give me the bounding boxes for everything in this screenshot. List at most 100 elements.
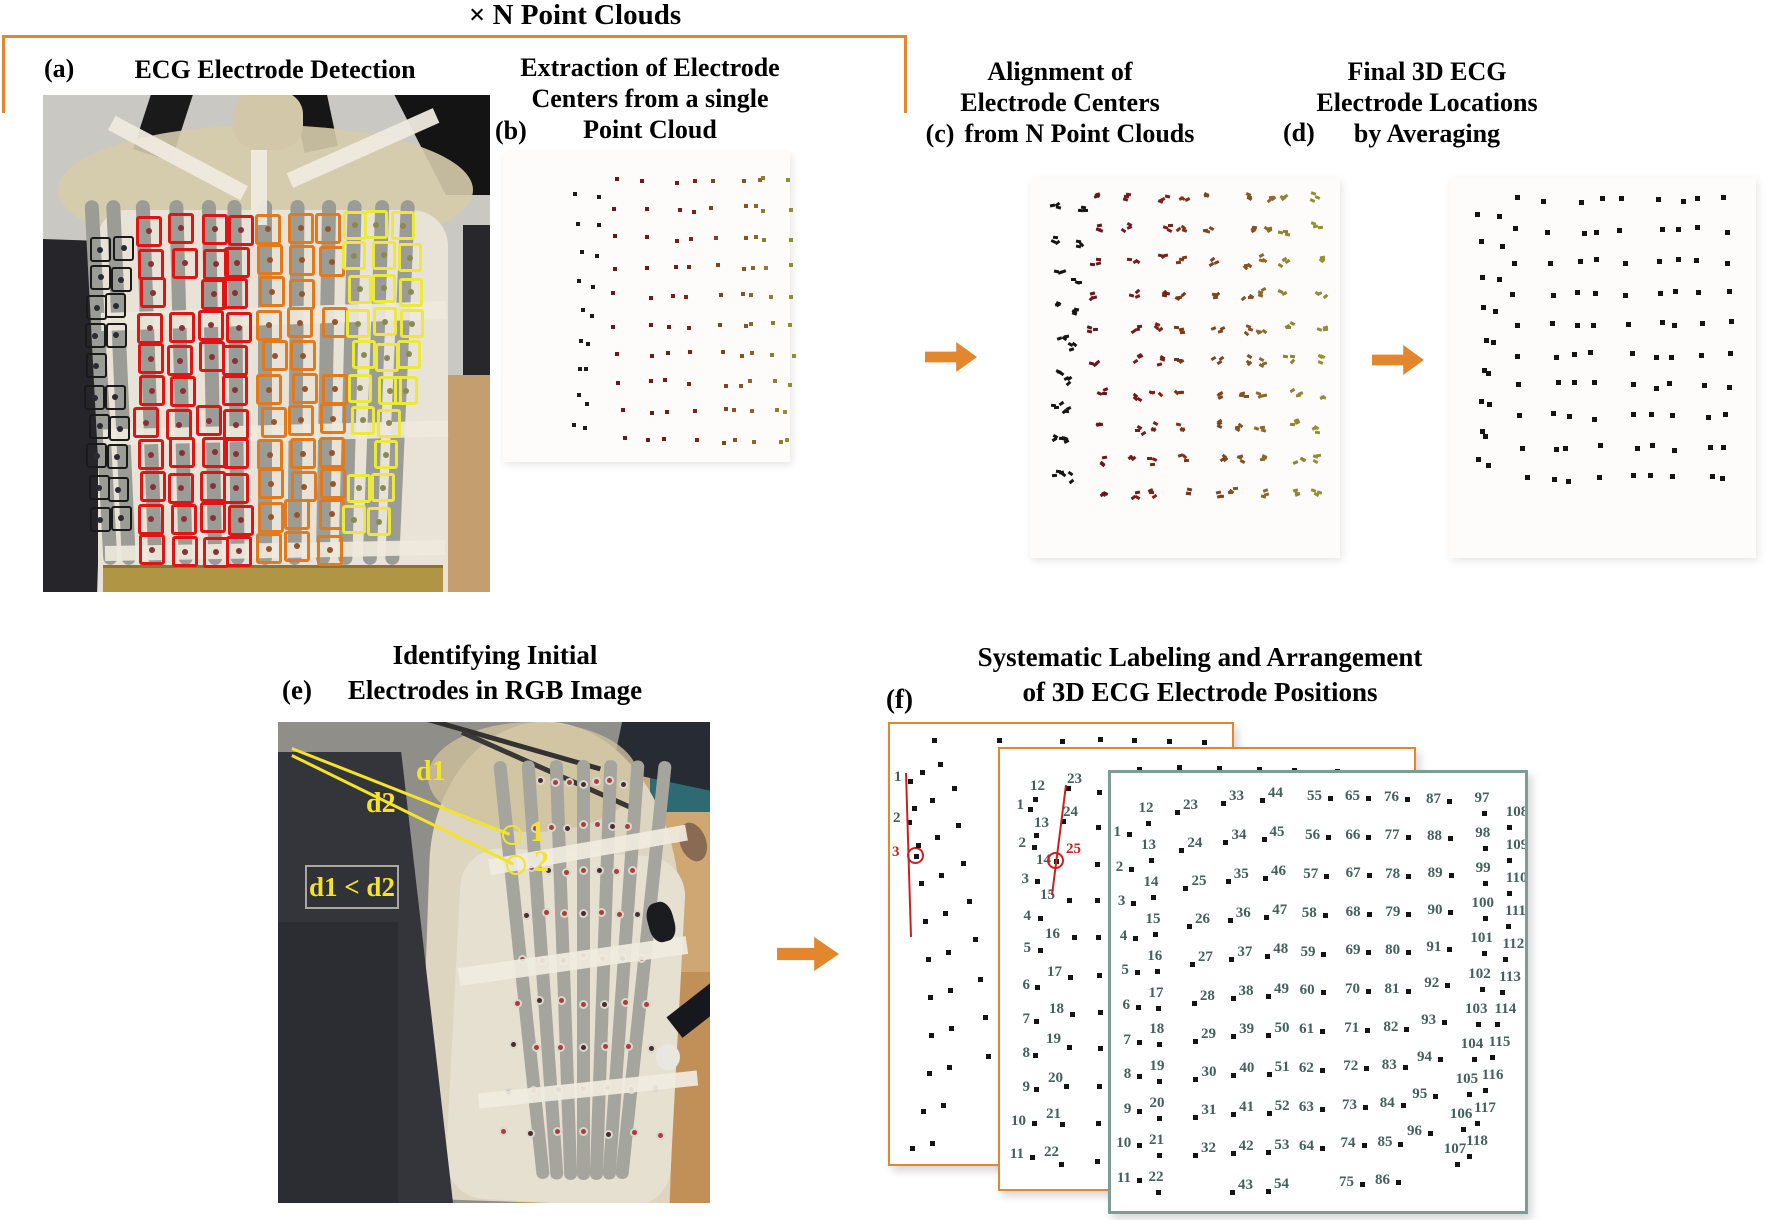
point-dot <box>1137 1108 1143 1114</box>
electrode-circle-2 <box>506 855 526 875</box>
point-dot <box>1179 848 1185 854</box>
panel-d-title-line-2: Electrode Locations <box>1316 88 1538 117</box>
point-dot <box>1129 866 1135 872</box>
point-dot <box>664 410 669 415</box>
point-dot <box>644 266 649 271</box>
point-dot <box>1400 1103 1406 1109</box>
label-point-1: 1 <box>530 815 545 848</box>
point-dot <box>1500 989 1505 995</box>
point-dot <box>770 353 775 358</box>
electrode-dot <box>324 225 331 232</box>
detection-box <box>197 309 224 341</box>
point-dot <box>1402 1065 1408 1071</box>
point-dot <box>583 425 588 430</box>
point-dot <box>1148 857 1154 863</box>
point-dot <box>1545 230 1551 236</box>
electrode-dot <box>96 423 103 430</box>
point-dot <box>1366 950 1372 956</box>
electrode-number-label: 117 <box>1474 1100 1496 1117</box>
electrode-dot <box>543 910 549 916</box>
point-cluster <box>1175 422 1181 427</box>
point-dot <box>1481 304 1487 310</box>
point-cluster <box>1101 391 1107 396</box>
electrode-dot <box>603 1043 609 1049</box>
point-dot <box>1035 985 1040 990</box>
point-dot <box>1667 380 1673 386</box>
point-dot <box>1034 1087 1039 1092</box>
point-dot <box>930 798 935 803</box>
point-dot <box>1668 354 1674 360</box>
electrode-dot <box>381 285 387 292</box>
electrode-dot <box>593 779 599 785</box>
panel-a-tag: (a) <box>44 54 75 83</box>
detection-box <box>202 436 229 468</box>
point-dot <box>1266 1189 1271 1194</box>
point-dot <box>763 265 768 270</box>
electrode-number-label: 2 <box>1115 858 1124 875</box>
point-dot <box>912 806 917 811</box>
detection-box <box>288 244 315 276</box>
point-dot <box>611 291 616 296</box>
point-cluster <box>1177 358 1183 362</box>
electrode-dot <box>538 777 544 783</box>
electrode-dot <box>112 394 119 401</box>
electrode-dot <box>232 357 239 364</box>
detection-box <box>85 353 107 379</box>
detection-box <box>290 471 317 503</box>
point-dot <box>1591 380 1597 386</box>
point-dot <box>949 1026 954 1031</box>
electrode-dot <box>613 869 619 875</box>
electrode-dot <box>265 545 272 552</box>
point-cluster <box>1167 227 1173 233</box>
electrode-dot <box>328 258 335 265</box>
electrode-dot <box>143 419 150 426</box>
point-dot <box>928 995 933 1000</box>
point-dot <box>1507 825 1512 830</box>
point-dot <box>1481 951 1487 957</box>
point-dot <box>577 367 582 372</box>
point-cluster <box>1180 330 1186 334</box>
point-dot <box>1260 798 1265 803</box>
point-dot <box>1060 1122 1065 1127</box>
point-cluster <box>1150 390 1156 395</box>
detection-box <box>372 273 396 303</box>
point-cluster <box>1093 327 1099 331</box>
point-dot <box>576 221 581 226</box>
point-dot <box>1442 1020 1448 1026</box>
point-cluster <box>1294 420 1300 425</box>
point-dot <box>580 307 585 312</box>
electrode-dot <box>210 514 217 521</box>
point-dot <box>1319 1107 1325 1113</box>
point-dot <box>615 352 620 357</box>
electrode-number-label: 18 <box>1149 1021 1165 1038</box>
electrode-dot <box>146 228 153 235</box>
electrode-dot <box>147 451 154 458</box>
point-dot <box>662 436 667 441</box>
point-dot <box>695 438 700 443</box>
electrode-dot <box>385 420 392 427</box>
detection-box <box>105 293 127 319</box>
point-dot <box>1264 915 1270 921</box>
electrode-number-label: 97 <box>1474 790 1490 806</box>
point-dot <box>1590 322 1596 328</box>
electrode-number-label: 33 <box>1229 788 1244 804</box>
point-dot <box>591 285 596 290</box>
detection-box <box>288 404 315 436</box>
point-dot <box>1475 212 1481 218</box>
point-dot <box>1499 244 1505 250</box>
point-dot <box>1032 1121 1037 1126</box>
point-dot <box>1631 473 1637 479</box>
electrode-number-label: 4 <box>1023 908 1032 924</box>
detection-box <box>287 307 314 338</box>
electrode-dot <box>380 484 387 491</box>
electrode-number-label: 12 <box>1030 778 1045 794</box>
point-dot <box>717 323 722 328</box>
point-dot <box>1551 292 1557 298</box>
photo-region-neck <box>233 95 303 150</box>
electrode-number-label: 41 <box>1239 1099 1255 1116</box>
electrode-dot <box>179 388 186 395</box>
point-dot <box>1223 839 1229 845</box>
electrode-number-label: 36 <box>1235 904 1251 921</box>
point-dot <box>1187 924 1193 930</box>
point-cluster <box>1151 494 1158 500</box>
